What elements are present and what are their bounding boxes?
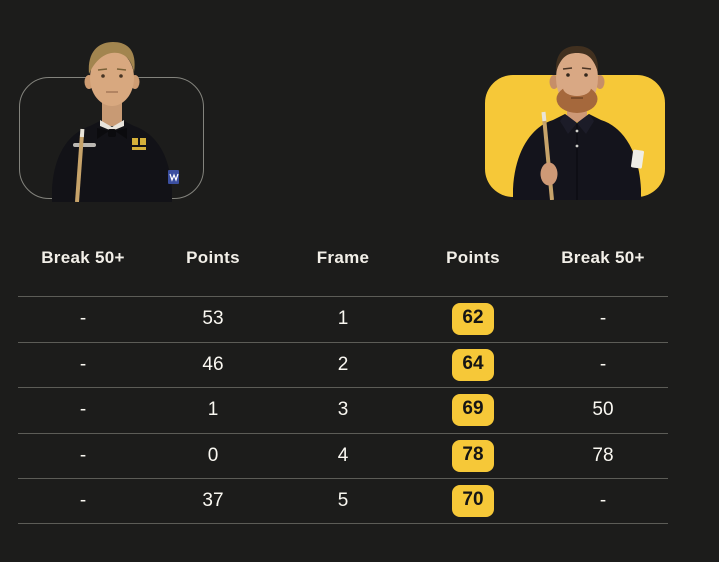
collar-right <box>577 114 594 134</box>
sleeve-patch-mark <box>169 173 179 182</box>
away-break-cell: - <box>599 353 607 375</box>
away-points-cell: 69 <box>408 394 538 427</box>
home-points-cell: 1 <box>207 399 219 421</box>
eye <box>119 74 123 78</box>
home-break-cell: - <box>79 308 87 330</box>
away-break-cell: 50 <box>592 399 614 421</box>
away-break-cell: - <box>599 489 607 511</box>
players-header <box>0 0 719 230</box>
cue <box>541 111 554 200</box>
brows <box>97 68 127 71</box>
eye <box>566 73 570 77</box>
header-away-points: Points <box>446 248 500 267</box>
frame-row-1: - 53 1 62 - <box>18 296 668 342</box>
frame-scores-table: Break 50+ Points Frame Points Break 50+ … <box>18 230 668 524</box>
home-break-cell: - <box>79 353 87 375</box>
button <box>575 144 579 148</box>
table-body: - 53 1 62 - - 46 2 64 - - 1 3 69 50 - <box>18 296 668 524</box>
winner-points-badge: 69 <box>452 394 494 427</box>
header-away-break: Break 50+ <box>561 248 645 267</box>
crest-logo <box>132 138 138 145</box>
eye <box>584 73 588 77</box>
frame-number-cell: 4 <box>337 444 349 466</box>
winner-points-badge: 70 <box>452 484 494 517</box>
button <box>575 129 579 133</box>
hand <box>540 162 558 186</box>
home-points-cell: 53 <box>202 308 224 330</box>
frame-number-cell: 5 <box>337 489 349 511</box>
player-left-photo <box>52 42 179 202</box>
winner-points-badge: 62 <box>452 303 494 336</box>
frame-number-cell: 1 <box>337 308 349 330</box>
home-points-cell: 0 <box>207 444 219 466</box>
sleeve-patch <box>630 149 645 169</box>
sponsor-logo <box>73 143 96 147</box>
winner-points-badge: 64 <box>452 348 494 381</box>
home-points-cell: 37 <box>202 489 224 511</box>
frame-row-3: - 1 3 69 50 <box>18 387 668 433</box>
home-break-cell: - <box>79 489 87 511</box>
shirt-collar <box>100 120 124 131</box>
home-break-cell: - <box>79 399 87 421</box>
bow-tie-knot <box>108 129 116 137</box>
brows <box>562 67 592 70</box>
cheeks <box>563 80 591 96</box>
home-break-cell: - <box>79 444 87 466</box>
frame-row-4: - 0 4 78 78 <box>18 432 668 479</box>
header-frame: Frame <box>316 248 370 267</box>
hair <box>88 42 135 74</box>
away-points-cell: 64 <box>408 348 538 381</box>
bow-tie-wings <box>97 128 127 139</box>
header-home-points: Points <box>186 248 240 267</box>
crest-logo <box>140 138 146 145</box>
home-points-cell: 46 <box>202 353 224 375</box>
away-points-cell: 62 <box>408 303 538 336</box>
collar-left <box>560 114 577 134</box>
hair <box>555 46 599 72</box>
crest-logo <box>132 147 146 150</box>
eye <box>101 74 105 78</box>
frame-row-2: - 46 2 64 - <box>18 341 668 388</box>
torso <box>513 98 645 200</box>
frame-number-cell: 3 <box>337 399 349 421</box>
face <box>90 50 134 106</box>
winner-points-badge: 78 <box>452 439 494 472</box>
table-header-row: Break 50+ Points Frame Points Break 50+ <box>18 230 668 296</box>
away-points-cell: 78 <box>408 439 538 472</box>
frame-row-5: - 37 5 70 - <box>18 478 668 524</box>
torso <box>52 98 179 202</box>
cue <box>75 128 85 202</box>
player-right-photo <box>513 46 645 200</box>
header-home-break: Break 50+ <box>41 248 125 267</box>
away-points-cell: 70 <box>408 484 538 517</box>
away-break-cell: 78 <box>592 444 614 466</box>
head <box>549 46 605 113</box>
away-break-cell: - <box>599 308 607 330</box>
frame-number-cell: 2 <box>337 353 349 375</box>
head <box>84 42 140 106</box>
